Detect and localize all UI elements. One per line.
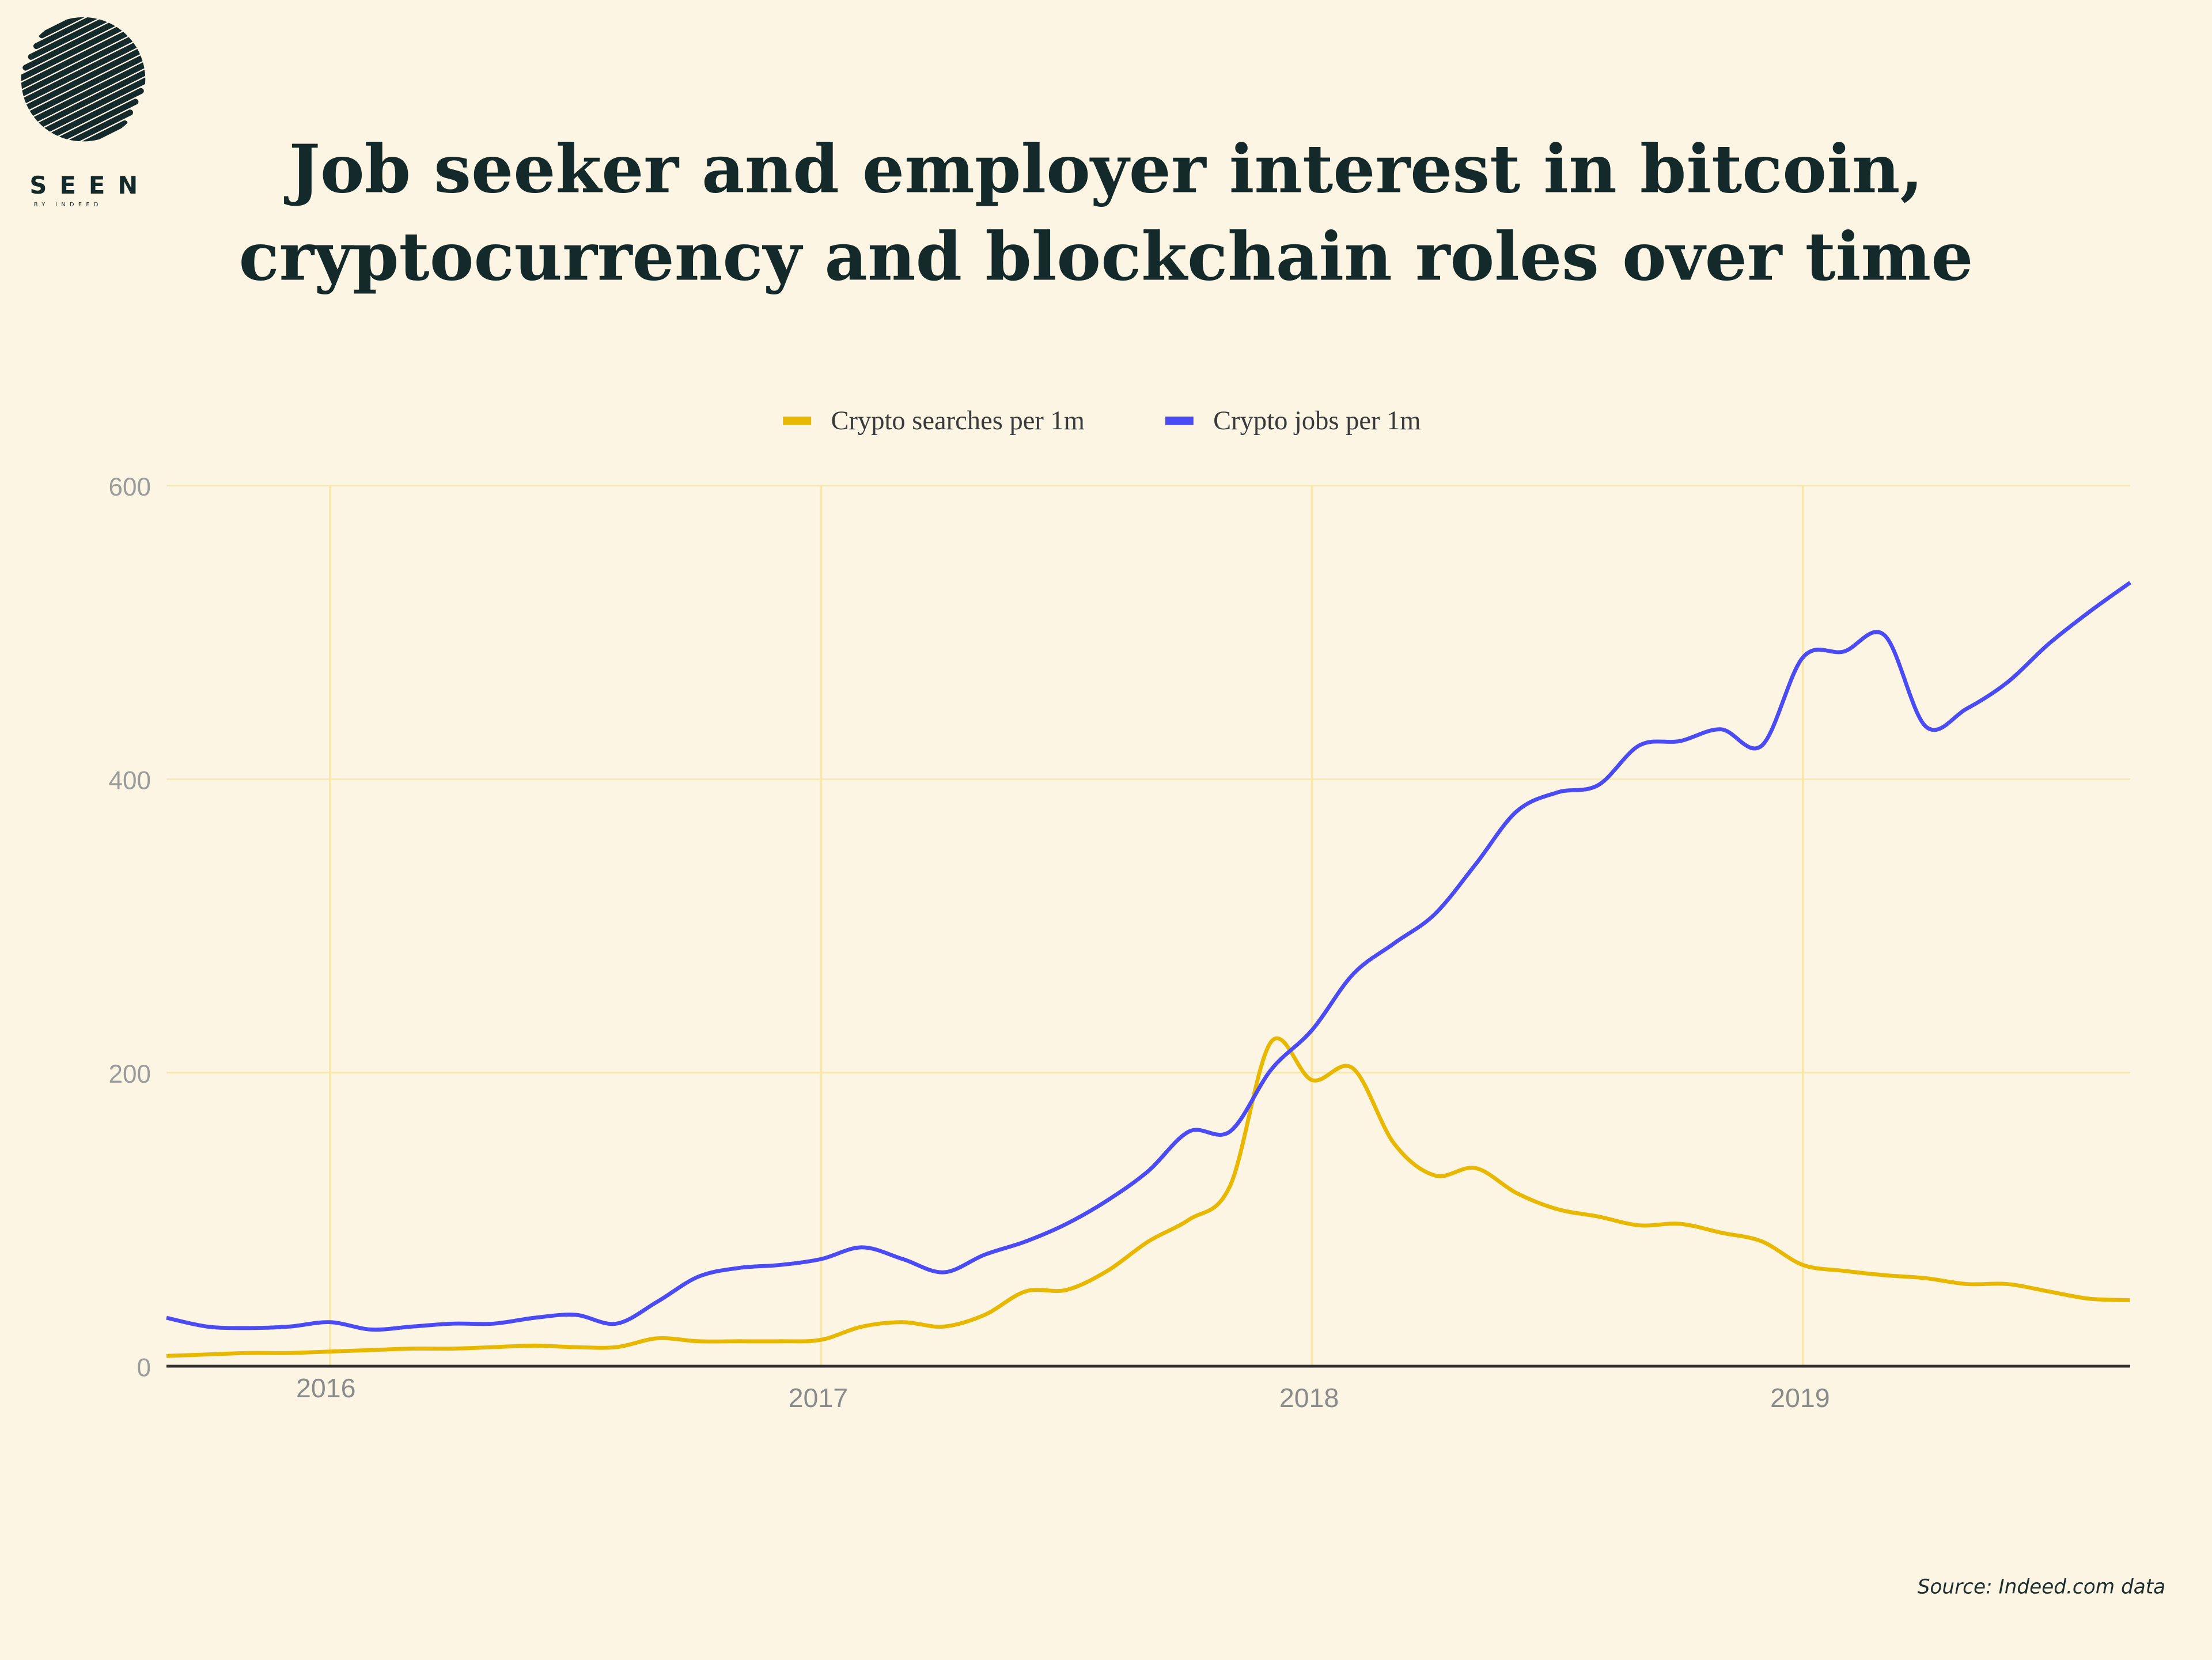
logo-stripe — [33, 17, 146, 50]
legend-label-searches: Crypto searches per 1m — [831, 406, 1084, 436]
logo-text: SEEN — [29, 171, 150, 199]
logo-stripe — [22, 17, 146, 71]
series-group — [166, 581, 2131, 1358]
legend-swatch-jobs — [1165, 416, 1194, 425]
seen-logo: SEEN BY INDEED — [21, 17, 150, 208]
legend-swatch-searches — [783, 416, 812, 425]
y-tick-label: 600 — [108, 473, 151, 501]
logo-stripe — [28, 17, 146, 60]
logo-stripe — [21, 17, 146, 82]
logo-stripe — [21, 99, 139, 142]
grid — [166, 485, 2130, 1367]
series-line-crypto-jobs — [166, 581, 2131, 1332]
logo-stripe — [21, 120, 128, 142]
logo-stripe — [21, 17, 146, 93]
legend-label-jobs: Crypto jobs per 1m — [1213, 406, 1421, 436]
legend: Crypto searches per 1m Crypto jobs per 1… — [783, 406, 1421, 436]
chart-title-line-2: cryptocurrency and blockchain roles over… — [238, 218, 1973, 296]
x-tick-label: 2017 — [789, 1383, 848, 1413]
x-tick-label: 2016 — [296, 1373, 355, 1403]
logo-stripe — [21, 88, 144, 142]
logo-subtext: BY INDEED — [34, 202, 103, 208]
chart-title-line-1: Job seeker and employer interest in bitc… — [283, 131, 1923, 209]
logo-stripe — [21, 17, 146, 103]
source-note: Source: Indeed.com data — [1918, 1575, 2166, 1598]
series-line-crypto-searches — [166, 1036, 2131, 1358]
logo-stripe — [21, 77, 146, 142]
x-axis: 2016 2017 2018 2019 — [296, 1373, 1830, 1413]
logo-stripe — [21, 55, 146, 142]
x-tick-label: 2018 — [1279, 1383, 1339, 1413]
y-axis: 0 200 400 600 — [108, 473, 151, 1382]
y-tick-label: 0 — [137, 1353, 151, 1382]
x-tick-label: 2019 — [1770, 1383, 1830, 1413]
logo-stripe — [21, 109, 133, 142]
y-tick-label: 400 — [108, 766, 151, 795]
y-tick-label: 200 — [108, 1060, 151, 1088]
logo-stripe — [39, 17, 146, 39]
logo-stripe — [21, 66, 146, 142]
